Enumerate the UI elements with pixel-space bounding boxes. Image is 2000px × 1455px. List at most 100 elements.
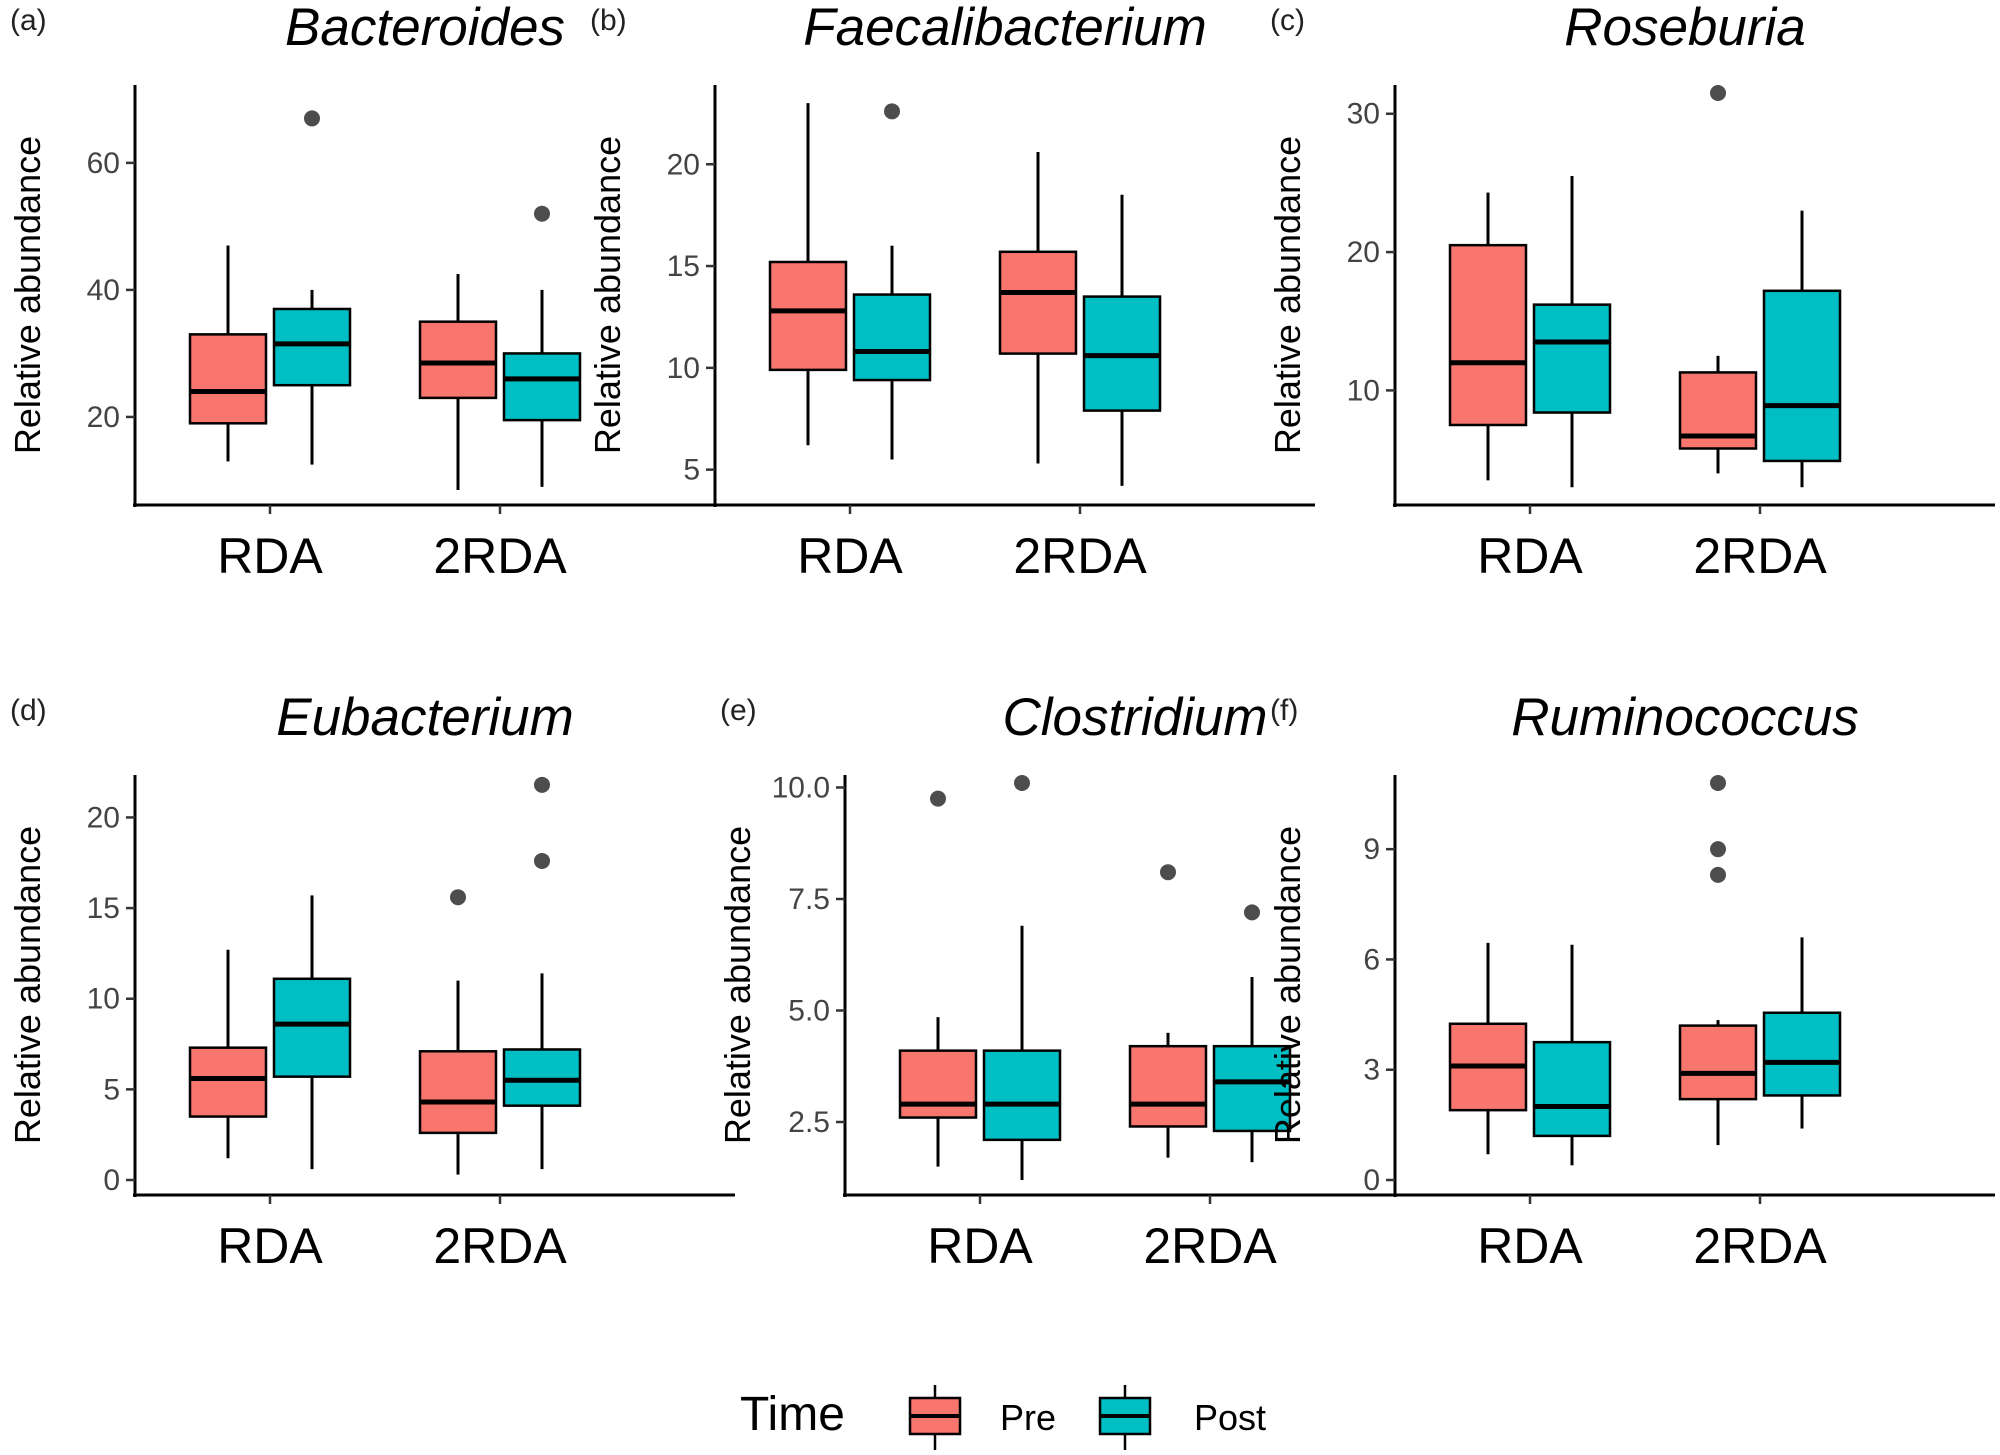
- box-pre-rda: [898, 790, 978, 1167]
- box-post-rda: [1532, 944, 1612, 1166]
- box-pre-rda: [188, 949, 268, 1159]
- box-iqr: [1448, 243, 1528, 427]
- x-tick-label: 2RDA: [1693, 1218, 1827, 1274]
- x-tick-label: 2RDA: [433, 528, 567, 584]
- chart-title: Eubacterium: [276, 688, 574, 747]
- box-post-rda: [272, 110, 352, 465]
- y-tick-label: 5.0: [788, 994, 830, 1027]
- y-tick-label: 10.0: [772, 771, 830, 804]
- box-post-2rda: [1082, 194, 1162, 486]
- panel-label: (a): [10, 4, 47, 37]
- outlier-point: [1244, 904, 1260, 921]
- y-axis-label: Relative abundance: [717, 826, 758, 1144]
- box-post-2rda: [1762, 937, 1842, 1129]
- box-iqr: [1128, 1044, 1208, 1128]
- outlier-point: [1710, 85, 1726, 101]
- box-iqr: [1212, 1044, 1292, 1133]
- box-iqr: [502, 352, 582, 422]
- y-tick-label: 15: [667, 250, 700, 283]
- outlier-point: [884, 103, 900, 120]
- box-post-rda: [982, 775, 1062, 1180]
- panel-2: (b) Faecalibacterium Relative abundance 5 10…: [587, 0, 1315, 584]
- outlier-point: [930, 790, 946, 807]
- legend-label-post: Post: [1194, 1397, 1266, 1438]
- box-pre-2rda: [418, 889, 498, 1175]
- y-tick-label: 5: [103, 1073, 120, 1106]
- chart-title: Roseburia: [1564, 0, 1806, 57]
- outlier-point: [534, 205, 550, 222]
- box-iqr: [898, 1049, 978, 1119]
- box-pre-rda: [1448, 192, 1528, 481]
- outlier-point: [304, 110, 320, 127]
- y-tick-label: 0: [103, 1164, 120, 1197]
- legend-label-pre: Pre: [1000, 1397, 1056, 1438]
- x-tick-label: RDA: [1477, 528, 1583, 584]
- box-pre-rda: [1448, 942, 1528, 1155]
- y-tick-label: 9: [1363, 833, 1380, 866]
- box-post-rda: [852, 103, 932, 460]
- y-tick-label: 40: [87, 274, 120, 307]
- panel-label: (f): [1270, 694, 1298, 727]
- outlier-point: [1160, 864, 1176, 881]
- panel-label: (b): [590, 4, 627, 37]
- y-axis-label: Relative abundance: [7, 136, 48, 454]
- x-tick-label: 2RDA: [1013, 528, 1147, 584]
- y-tick-label: 20: [87, 801, 120, 834]
- box-pre-rda: [188, 245, 268, 462]
- y-tick-label: 10: [667, 352, 700, 385]
- panel-4: (d) Eubacterium Relative abundance 0 5 10 15 20…: [7, 688, 735, 1274]
- box-pre-2rda: [1678, 85, 1758, 474]
- box-iqr: [272, 977, 352, 1078]
- legend: Time Pre Post: [740, 1385, 1266, 1450]
- outlier-point: [450, 889, 466, 906]
- box-post-2rda: [502, 776, 582, 1170]
- box-post-2rda: [1212, 904, 1292, 1163]
- y-tick-label: 6: [1363, 943, 1380, 976]
- box-iqr: [188, 1046, 268, 1118]
- outlier-point: [534, 852, 550, 869]
- box-iqr: [982, 1049, 1062, 1142]
- panel-label: (e): [720, 694, 757, 727]
- box-iqr: [418, 1050, 498, 1135]
- box-iqr: [1678, 1024, 1758, 1101]
- panel-1: (a) Bacteroides Relative abundance 20 40 60 RD…: [7, 0, 735, 584]
- box-pre-2rda: [418, 274, 498, 490]
- box-iqr: [768, 260, 848, 372]
- panel-6: (f) Ruminococcus Relative abundance 0 3 6 9 RDA…: [1267, 688, 1995, 1274]
- x-tick-label: 2RDA: [433, 1218, 567, 1274]
- y-tick-label: 15: [87, 892, 120, 925]
- box-pre-2rda: [1128, 864, 1208, 1158]
- chart-title: Ruminococcus: [1511, 688, 1859, 747]
- panel-label: (c): [1270, 4, 1305, 37]
- box-post-rda: [272, 895, 352, 1170]
- panel-3: (c) Roseburia Relative abundance 10 20 30 RDA 2…: [1267, 0, 1995, 584]
- y-tick-label: 3: [1363, 1054, 1380, 1087]
- chart-title: Bacteroides: [285, 0, 565, 57]
- outlier-point: [534, 776, 550, 793]
- y-axis-label: Relative abundance: [587, 136, 628, 454]
- y-axis-label: Relative abundance: [1267, 136, 1308, 454]
- legend-key-post: [1098, 1385, 1152, 1450]
- y-tick-label: 10: [1347, 374, 1380, 407]
- x-tick-label: RDA: [1477, 1218, 1583, 1274]
- x-tick-label: RDA: [217, 528, 323, 584]
- box-iqr: [1762, 1011, 1842, 1097]
- box-iqr: [852, 293, 932, 382]
- box-iqr: [1532, 303, 1612, 414]
- outlier-point: [1710, 775, 1726, 791]
- panel-label: (d): [10, 694, 47, 727]
- box-post-2rda: [502, 205, 582, 487]
- outlier-point: [1014, 775, 1030, 791]
- x-tick-label: RDA: [927, 1218, 1033, 1274]
- box-pre-2rda: [998, 152, 1078, 464]
- y-tick-label: 0: [1363, 1164, 1380, 1197]
- x-tick-label: RDA: [217, 1218, 323, 1274]
- box-iqr: [1762, 289, 1842, 463]
- panel-5: (e) Clostridium Relative abundance 2.5 5.0 7.…: [717, 688, 1445, 1274]
- y-tick-label: 5: [683, 454, 700, 487]
- box-iqr: [272, 307, 352, 387]
- y-tick-label: 20: [1347, 236, 1380, 269]
- box-post-rda: [1532, 175, 1612, 488]
- box-iqr: [998, 250, 1078, 355]
